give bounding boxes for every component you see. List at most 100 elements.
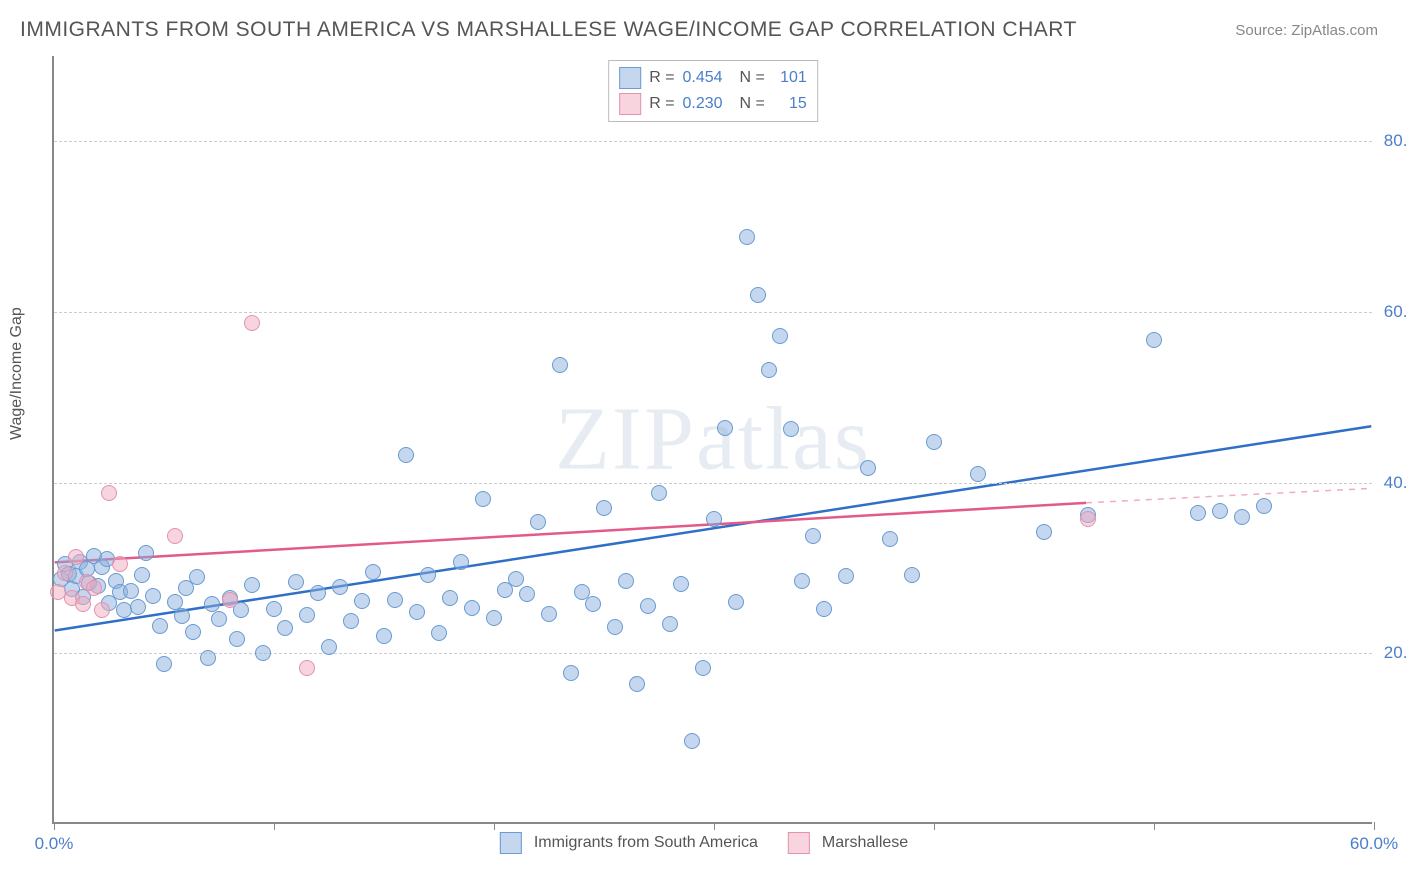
data-point [541, 606, 557, 622]
legend-swatch [500, 832, 522, 854]
y-tick-label: 60.0% [1384, 302, 1406, 322]
data-point [222, 592, 238, 608]
data-point [255, 645, 271, 661]
x-tick [494, 822, 495, 830]
data-point [156, 656, 172, 672]
data-point [376, 628, 392, 644]
data-point [398, 447, 414, 463]
data-point [673, 576, 689, 592]
data-point [1080, 511, 1096, 527]
legend-correlation-row: R = 0.454 N = 101 [619, 65, 807, 91]
chart-title: IMMIGRANTS FROM SOUTH AMERICA VS MARSHAL… [20, 18, 1077, 42]
data-point [174, 608, 190, 624]
legend-swatch [788, 832, 810, 854]
data-point [321, 639, 337, 655]
data-point [585, 596, 601, 612]
data-point [508, 571, 524, 587]
gridline-h [54, 312, 1372, 313]
data-point [750, 287, 766, 303]
y-axis-label: Wage/Income Gap [8, 307, 26, 440]
data-point [563, 665, 579, 681]
data-point [288, 574, 304, 590]
data-point [453, 554, 469, 570]
x-tick [714, 822, 715, 830]
data-point [138, 545, 154, 561]
legend-n-value: 15 [773, 95, 807, 113]
data-point [420, 567, 436, 583]
data-point [904, 567, 920, 583]
data-point [167, 528, 183, 544]
data-point [1036, 524, 1052, 540]
gridline-h [54, 483, 1372, 484]
data-point [57, 565, 73, 581]
trend-line [55, 426, 1372, 630]
legend-r-value: 0.230 [683, 95, 723, 113]
data-point [299, 660, 315, 676]
chart-container: IMMIGRANTS FROM SOUTH AMERICA VS MARSHAL… [0, 0, 1406, 892]
data-point [882, 531, 898, 547]
data-point [277, 620, 293, 636]
data-point [629, 676, 645, 692]
data-point [244, 577, 260, 593]
data-point [101, 485, 117, 501]
data-point [68, 549, 84, 565]
data-point [354, 593, 370, 609]
data-point [662, 616, 678, 632]
data-point [739, 229, 755, 245]
x-tick [934, 822, 935, 830]
data-point [618, 573, 634, 589]
x-tick [1154, 822, 1155, 830]
plot-area: ZIPatlas R = 0.454 N = 101R = 0.230 N = … [52, 56, 1372, 824]
data-point [185, 624, 201, 640]
source-attribution: Source: ZipAtlas.com [1235, 22, 1378, 39]
legend-swatch [619, 93, 641, 115]
trend-line-extrapolated [1086, 488, 1371, 502]
data-point [94, 602, 110, 618]
legend-r-label: R = [649, 69, 674, 87]
source-label: Source: [1235, 22, 1291, 39]
data-point [112, 556, 128, 572]
x-tick [54, 822, 55, 830]
data-point [926, 434, 942, 450]
data-point [794, 573, 810, 589]
data-point [1146, 332, 1162, 348]
x-tick [1374, 822, 1375, 830]
data-point [728, 594, 744, 610]
data-point [970, 466, 986, 482]
data-point [651, 485, 667, 501]
data-point [695, 660, 711, 676]
data-point [838, 568, 854, 584]
data-point [464, 600, 480, 616]
x-tick [274, 822, 275, 830]
data-point [717, 420, 733, 436]
data-point [130, 599, 146, 615]
data-point [530, 514, 546, 530]
data-point [596, 500, 612, 516]
data-point [123, 583, 139, 599]
data-point [1190, 505, 1206, 521]
legend-series-label: Marshallese [822, 834, 908, 852]
legend-correlation-row: R = 0.230 N = 15 [619, 91, 807, 117]
data-point [86, 580, 102, 596]
data-point [75, 596, 91, 612]
data-point [684, 733, 700, 749]
data-point [442, 590, 458, 606]
data-point [266, 601, 282, 617]
data-point [519, 586, 535, 602]
data-point [860, 460, 876, 476]
data-point [299, 607, 315, 623]
data-point [200, 650, 216, 666]
data-point [552, 357, 568, 373]
legend-n-value: 101 [773, 69, 807, 87]
data-point [409, 604, 425, 620]
data-point [211, 611, 227, 627]
data-point [475, 491, 491, 507]
trend-lines-layer [54, 56, 1372, 822]
legend-series-label: Immigrants from South America [534, 834, 758, 852]
data-point [816, 601, 832, 617]
data-point [761, 362, 777, 378]
data-point [332, 579, 348, 595]
legend-n-label: N = [731, 95, 765, 113]
data-point [1234, 509, 1250, 525]
data-point [607, 619, 623, 635]
